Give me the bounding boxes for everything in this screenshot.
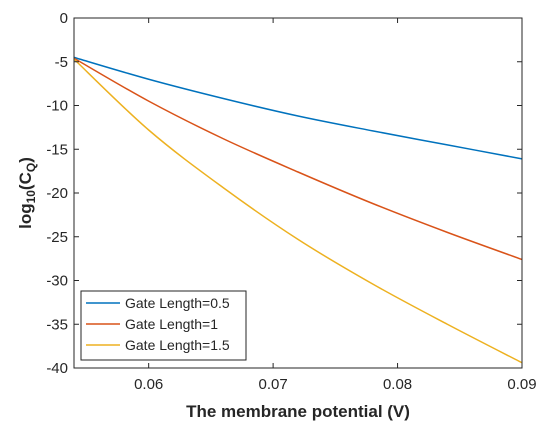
y-tick-label: -25 xyxy=(46,229,68,246)
x-tick-label: 0.06 xyxy=(134,376,163,393)
series-layer xyxy=(73,56,523,364)
x-axis-title: The membrane potential (V) xyxy=(186,402,410,421)
x-tick-label: 0.08 xyxy=(383,376,412,393)
y-tick-label: -10 xyxy=(46,98,68,115)
legend: Gate Length=0.5 Gate Length=1 Gate Length=… xyxy=(80,290,247,361)
y-tick-label: -40 xyxy=(46,360,68,377)
y-tick-label: -20 xyxy=(46,185,68,202)
y-tick-label: -5 xyxy=(55,54,68,71)
x-tick-label: 0.09 xyxy=(507,376,536,393)
legend-label-2: Gate Length=1 xyxy=(125,316,218,332)
y-tick-label: -35 xyxy=(46,316,68,333)
y-axis-title: log10(CQ) xyxy=(16,157,38,229)
series-line-2 xyxy=(73,57,523,261)
x-tick-label: 0.07 xyxy=(259,376,288,393)
series-line-1 xyxy=(73,56,523,160)
legend-label-3: Gate Length=1.5 xyxy=(125,337,230,353)
series-line-3 xyxy=(73,58,523,364)
y-tick-label: 0 xyxy=(60,10,68,27)
legend-label-1: Gate Length=0.5 xyxy=(125,295,230,311)
y-tick-label: -30 xyxy=(46,273,68,290)
legend-items: Gate Length=0.5 Gate Length=1 Gate Length=… xyxy=(86,295,230,353)
tick-layer: 0.06 0.07 0.08 0.09 0 -5 -10 -15 -20 -25 -30 -35 -40 xyxy=(46,10,536,393)
y-tick-label: -15 xyxy=(46,141,68,158)
